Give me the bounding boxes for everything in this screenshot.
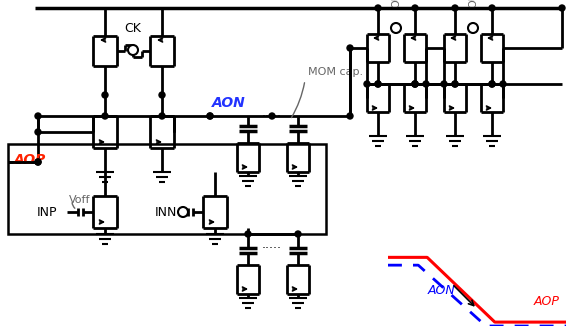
Text: AON: AON (428, 284, 455, 297)
Text: .....: ..... (262, 106, 282, 118)
Circle shape (375, 81, 381, 87)
Text: OUTN: OUTN (468, 0, 478, 8)
Circle shape (412, 81, 418, 87)
Circle shape (559, 5, 565, 11)
Circle shape (423, 81, 429, 87)
Circle shape (102, 113, 108, 119)
Circle shape (412, 81, 418, 87)
Circle shape (489, 5, 495, 11)
Circle shape (35, 113, 41, 119)
Circle shape (364, 81, 370, 87)
Circle shape (35, 129, 41, 135)
Circle shape (468, 23, 478, 33)
Circle shape (452, 5, 458, 11)
Circle shape (245, 231, 251, 237)
Circle shape (178, 207, 188, 217)
Circle shape (35, 159, 41, 165)
Text: CK: CK (125, 22, 141, 35)
Text: AOP: AOP (14, 153, 46, 167)
Circle shape (452, 81, 458, 87)
Text: INN: INN (154, 205, 177, 218)
Text: Voff: Voff (69, 195, 91, 205)
Circle shape (207, 113, 213, 119)
Circle shape (489, 81, 495, 87)
Circle shape (489, 81, 495, 87)
Circle shape (128, 45, 138, 55)
Circle shape (452, 81, 458, 87)
Circle shape (412, 81, 418, 87)
Circle shape (347, 45, 353, 51)
Bar (8, 144, 326, 234)
Circle shape (375, 81, 381, 87)
Circle shape (159, 113, 165, 119)
Circle shape (391, 23, 401, 33)
Circle shape (375, 5, 381, 11)
Circle shape (269, 113, 275, 119)
Text: AOP: AOP (534, 294, 560, 307)
Circle shape (102, 92, 108, 98)
Text: MOM cap.: MOM cap. (308, 67, 363, 77)
Circle shape (35, 159, 41, 165)
Text: INP: INP (37, 205, 57, 218)
Circle shape (347, 113, 353, 119)
Text: AON: AON (212, 96, 246, 110)
Circle shape (207, 113, 213, 119)
Circle shape (500, 81, 506, 87)
Circle shape (295, 231, 301, 237)
Circle shape (159, 92, 165, 98)
Circle shape (412, 5, 418, 11)
Circle shape (441, 81, 447, 87)
Text: .....: ..... (262, 238, 282, 250)
Text: OUTP: OUTP (391, 0, 401, 8)
